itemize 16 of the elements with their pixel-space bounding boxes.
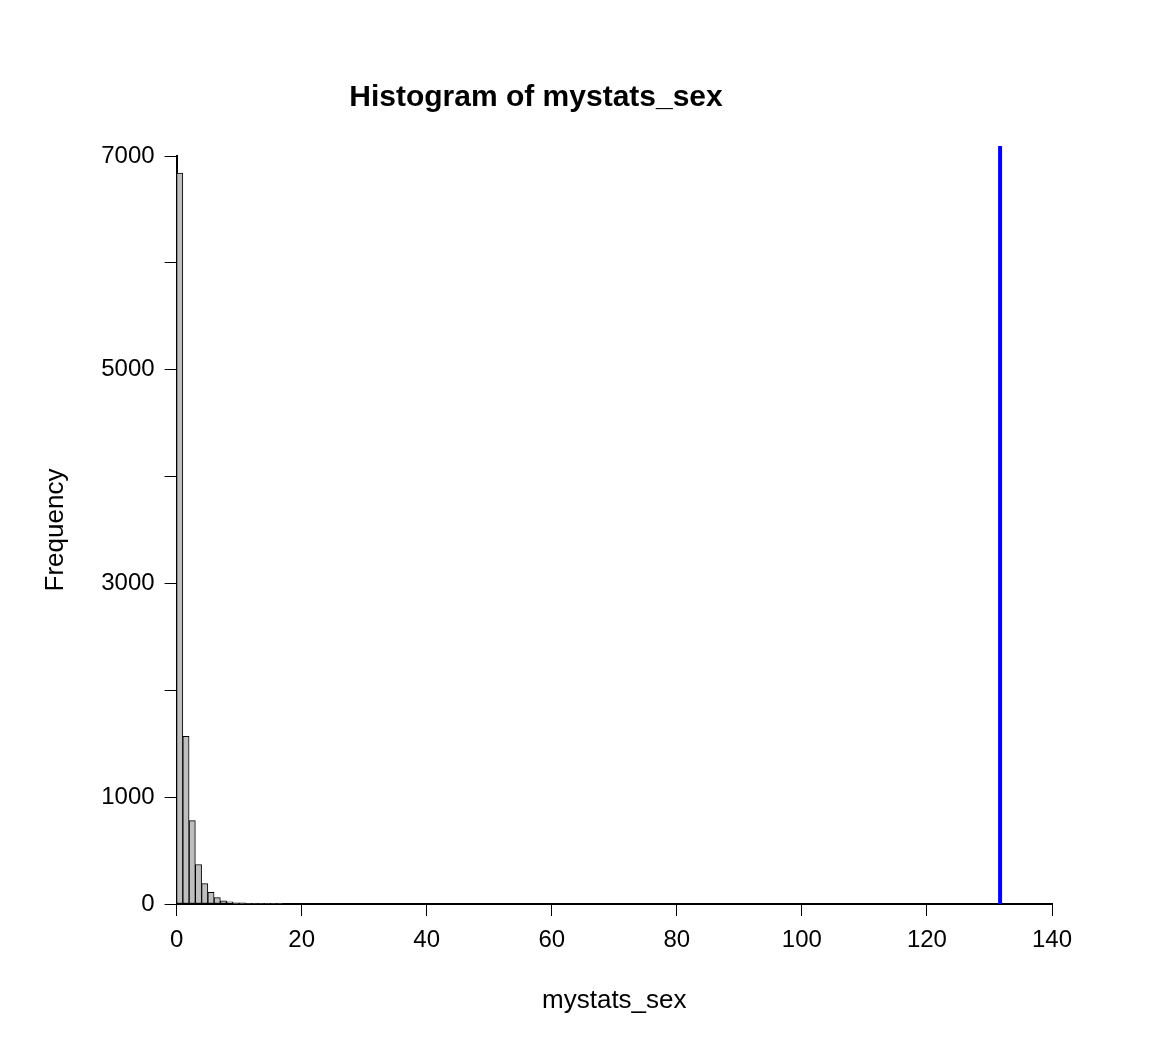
x-tick-label: 140 <box>1031 925 1073 953</box>
x-axis-title: mystats_sex <box>542 983 687 1014</box>
x-tick-label: 80 <box>663 925 691 953</box>
y-tick-label: 0 <box>141 888 155 916</box>
x-tick-label: 40 <box>413 925 441 953</box>
chart-title: Histogram of mystats_sex <box>349 79 724 113</box>
x-tick-label: 120 <box>906 925 947 953</box>
y-tick-label: 7000 <box>101 140 155 168</box>
x-tick-label: 20 <box>288 925 315 953</box>
y-tick-label: 5000 <box>101 354 155 382</box>
x-tick-label: 0 <box>169 925 184 953</box>
y-axis-title: Frequency <box>38 468 69 592</box>
y-tick-label: 1000 <box>101 781 155 809</box>
y-tick-label: 3000 <box>101 568 155 596</box>
x-tick-label: 60 <box>538 925 566 953</box>
x-tick-label: 100 <box>781 925 822 953</box>
